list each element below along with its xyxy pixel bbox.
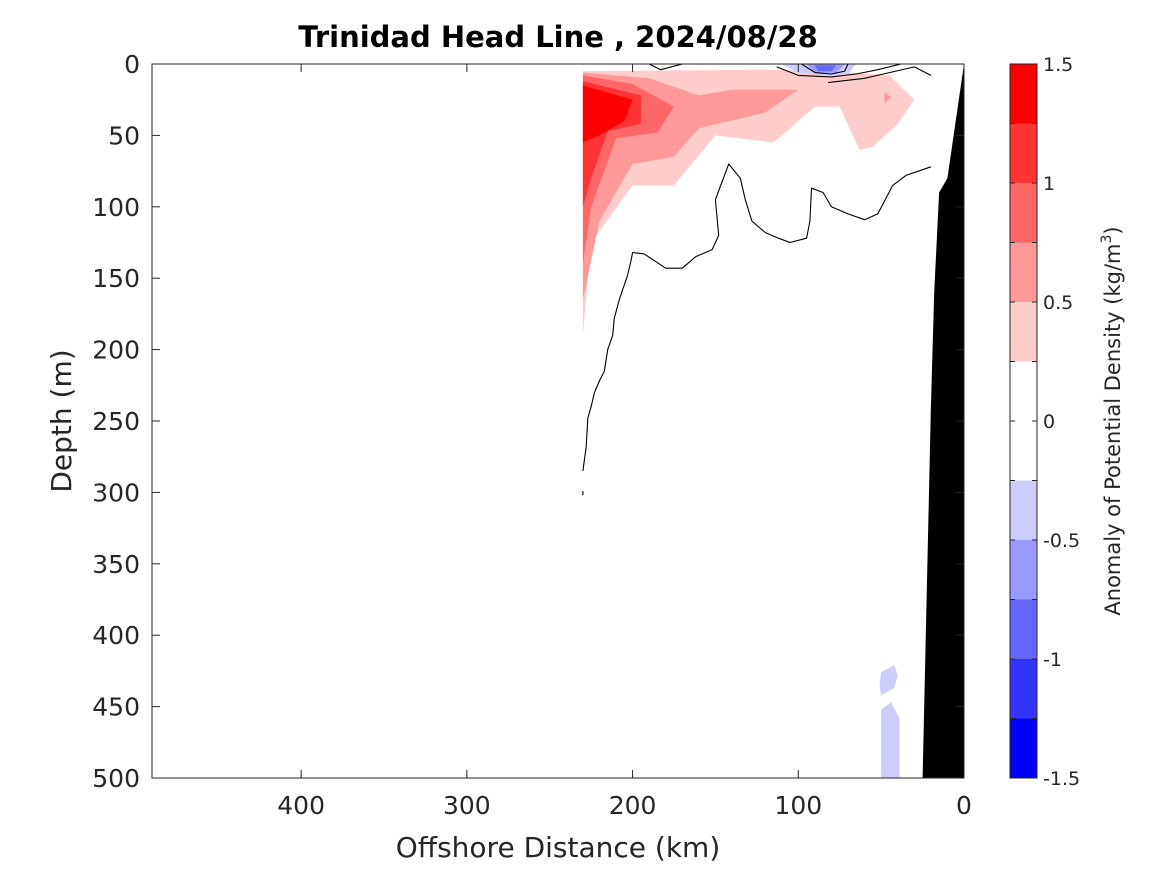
y-axis-ticks: 0 50 100 150 200 250 300 350 400 450 500 — [92, 50, 964, 793]
contour-line-0 — [582, 163, 932, 472]
colorbar-cell — [1010, 242, 1037, 302]
contour-fill-10 — [879, 665, 898, 696]
contour-line-5 — [801, 64, 849, 75]
colorbar-cell — [1010, 540, 1037, 600]
y-tick-label: 350 — [92, 550, 140, 579]
x-tick-label: 300 — [443, 791, 491, 820]
x-tick-label: 400 — [277, 791, 325, 820]
seafloor-bathymetry — [922, 64, 964, 778]
y-axis-label: Depth (m) — [45, 349, 78, 492]
colorbar-tick-label: -1.5 — [1043, 768, 1080, 790]
contour-fill-6 — [884, 92, 892, 104]
colorbar-cell — [1010, 480, 1037, 540]
y-tick-label: 0 — [124, 50, 140, 79]
plot-area: 400 300 200 100 0 0 50 100 150 200 250 300 350 400 45… — [92, 50, 972, 820]
colorbar-cell — [1010, 64, 1037, 124]
contour-fill-5 — [582, 85, 633, 143]
y-tick-label: 250 — [92, 407, 140, 436]
colorbar-cell — [1010, 599, 1037, 659]
colorbar-tick-label: -0.5 — [1043, 530, 1080, 552]
colorbar-cell — [1010, 302, 1037, 362]
colorbar-cell — [1010, 718, 1037, 778]
colorbar: 1.5 1 0.5 0 -0.5 -1 -1.5 Anomaly of Potential … — [1009, 54, 1125, 790]
seafloor — [922, 64, 964, 778]
colorbar-cell — [1010, 421, 1037, 481]
y-tick-label: 300 — [92, 478, 140, 507]
colorbar-cell — [1010, 659, 1037, 719]
contour-line-4 — [828, 66, 932, 84]
y-tick-label: 150 — [92, 264, 140, 293]
colorbar-cells — [1010, 64, 1037, 778]
plot-background — [152, 64, 964, 778]
x-axis-label: Offshore Distance (km) — [396, 831, 721, 864]
colorbar-cell — [1010, 361, 1037, 421]
y-tick-label: 200 — [92, 336, 140, 365]
colorbar-tick-label: 1 — [1043, 173, 1055, 195]
colorbar-tick-label: 0 — [1043, 411, 1055, 433]
x-axis-ticks: 400 300 200 100 0 — [277, 64, 972, 820]
filled-contours — [582, 64, 915, 778]
y-tick-label: 100 — [92, 193, 140, 222]
contour-fill-11 — [881, 702, 900, 778]
contour-lines — [582, 64, 932, 496]
contour-line-3 — [776, 64, 902, 78]
contour-line-2 — [648, 64, 683, 71]
x-tick-label: 100 — [774, 791, 822, 820]
chart-title: Trinidad Head Line , 2024/08/28 — [298, 20, 818, 54]
contour-fill-9 — [814, 65, 837, 72]
colorbar-cell — [1010, 123, 1037, 183]
y-tick-label: 50 — [108, 121, 140, 150]
colorbar-label: Anomaly of Potential Density (kg/m3) — [1099, 226, 1125, 615]
colorbar-cell — [1010, 183, 1037, 243]
x-tick-label: 0 — [956, 791, 972, 820]
y-tick-label: 450 — [92, 693, 140, 722]
contour-fill-2 — [748, 92, 774, 114]
colorbar-tick-label: -1 — [1043, 649, 1062, 671]
colorbar-ticks: 1.5 1 0.5 0 -0.5 -1 -1.5 — [1010, 54, 1080, 790]
y-tick-label: 400 — [92, 621, 140, 650]
colorbar-tick-label: 1.5 — [1043, 54, 1073, 76]
y-tick-label: 500 — [92, 764, 140, 793]
colorbar-tick-label: 0.5 — [1043, 292, 1073, 314]
x-tick-label: 200 — [609, 791, 657, 820]
